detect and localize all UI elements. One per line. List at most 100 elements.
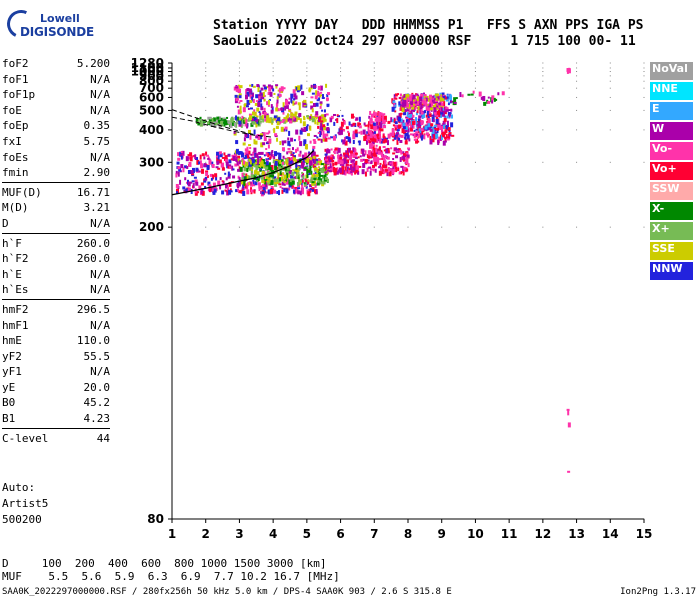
echo-point [266, 132, 270, 135]
auto-label: Auto: [2, 481, 36, 494]
grid-dot [373, 71, 375, 73]
echo-point [215, 175, 218, 181]
echo-point [301, 154, 305, 159]
echo-point [392, 158, 395, 161]
echo-point [357, 156, 360, 159]
echo-point [288, 108, 292, 111]
echo-point [268, 138, 272, 144]
echo-point [306, 173, 309, 178]
echo-point [346, 166, 349, 170]
echo-point [416, 95, 419, 101]
echo-point [436, 103, 439, 106]
echo-point [322, 138, 325, 142]
echo-point [339, 156, 343, 162]
echo-point [238, 93, 242, 96]
x-tick-label: 2 [202, 527, 210, 541]
echo-point [420, 120, 424, 124]
echo-point [234, 122, 237, 127]
echo-point [283, 119, 287, 122]
param-value: 260.0 [76, 236, 110, 250]
echo-point [370, 152, 373, 157]
echo-point [205, 154, 209, 157]
grid-dot [373, 62, 375, 64]
echo-point [391, 128, 395, 133]
grid-dot [576, 80, 578, 82]
grid-dot [542, 161, 544, 163]
param-value: 16.71 [76, 185, 110, 199]
echo-point [220, 121, 224, 125]
echo-point [406, 97, 409, 101]
y-tick-label: 700 [139, 81, 164, 95]
echo-point [194, 154, 197, 160]
echo-point [350, 159, 354, 163]
scaled-parameters-panel: foF2 5.200 foF1 N/A foF1p N/A foE N/A foEp 0.35 fx… [2, 56, 110, 446]
echo-point [287, 147, 291, 150]
echo-point [446, 115, 449, 119]
grid-dot [272, 71, 274, 73]
echo-point [348, 169, 352, 175]
echo-point [271, 177, 274, 182]
echo-point [241, 115, 244, 119]
echo-point [323, 162, 326, 167]
echo-point [276, 182, 279, 185]
param-value: N/A [90, 283, 110, 297]
echo-point [416, 110, 419, 114]
echo-point [445, 108, 449, 112]
echo-point [215, 122, 219, 125]
echo-point [378, 148, 382, 153]
echo-point [307, 191, 311, 197]
echo-point [289, 174, 293, 179]
grid-dot [609, 80, 611, 82]
echo-point [244, 123, 247, 127]
echo-point [437, 140, 440, 146]
param-value: 0.35 [83, 119, 111, 133]
echo-point [270, 180, 274, 186]
param-row-hmf1: hmF1 N/A [2, 318, 110, 334]
echo-point [192, 155, 195, 158]
echo-point [304, 127, 307, 130]
grid-dot [340, 109, 342, 111]
echo-point [326, 169, 330, 172]
grid-dot [474, 75, 476, 77]
echo-point [395, 161, 398, 166]
echo-point [309, 166, 312, 172]
echo-point [349, 155, 353, 161]
echo-point [213, 122, 217, 128]
echo-point [310, 176, 314, 181]
echo-point [408, 138, 411, 142]
echo-point [435, 117, 438, 120]
echo-point [433, 110, 437, 115]
param-name: foF1 [2, 72, 29, 86]
echo-point [418, 128, 421, 132]
echo-point [431, 126, 434, 130]
echo-point [403, 112, 407, 116]
echo-point [276, 96, 279, 100]
echo-point [200, 163, 204, 169]
echo-point [363, 122, 366, 126]
echo-point [301, 163, 305, 169]
echo-point [443, 117, 447, 122]
echo-point [382, 146, 386, 149]
echo-point [428, 128, 431, 131]
echo-point [204, 185, 207, 189]
echo-point [254, 173, 257, 176]
echo-point [224, 172, 227, 175]
echo-point [406, 134, 410, 140]
echo-point [320, 118, 324, 123]
echo-point [441, 98, 445, 102]
echo-point [438, 136, 441, 140]
echo-point [405, 168, 409, 172]
echo-point [302, 157, 305, 160]
echo-point [285, 128, 288, 132]
grid-dot [205, 71, 207, 73]
grid-dot [576, 161, 578, 163]
echo-point [450, 122, 454, 128]
echo-point [237, 151, 241, 155]
x-tick-label: 12 [535, 527, 552, 541]
echo-point [211, 122, 214, 126]
echo-point [275, 125, 279, 129]
echo-point [256, 121, 259, 124]
echo-cluster-12 [566, 408, 571, 473]
y-tick-label: 500 [139, 103, 164, 117]
echo-point [567, 470, 571, 473]
